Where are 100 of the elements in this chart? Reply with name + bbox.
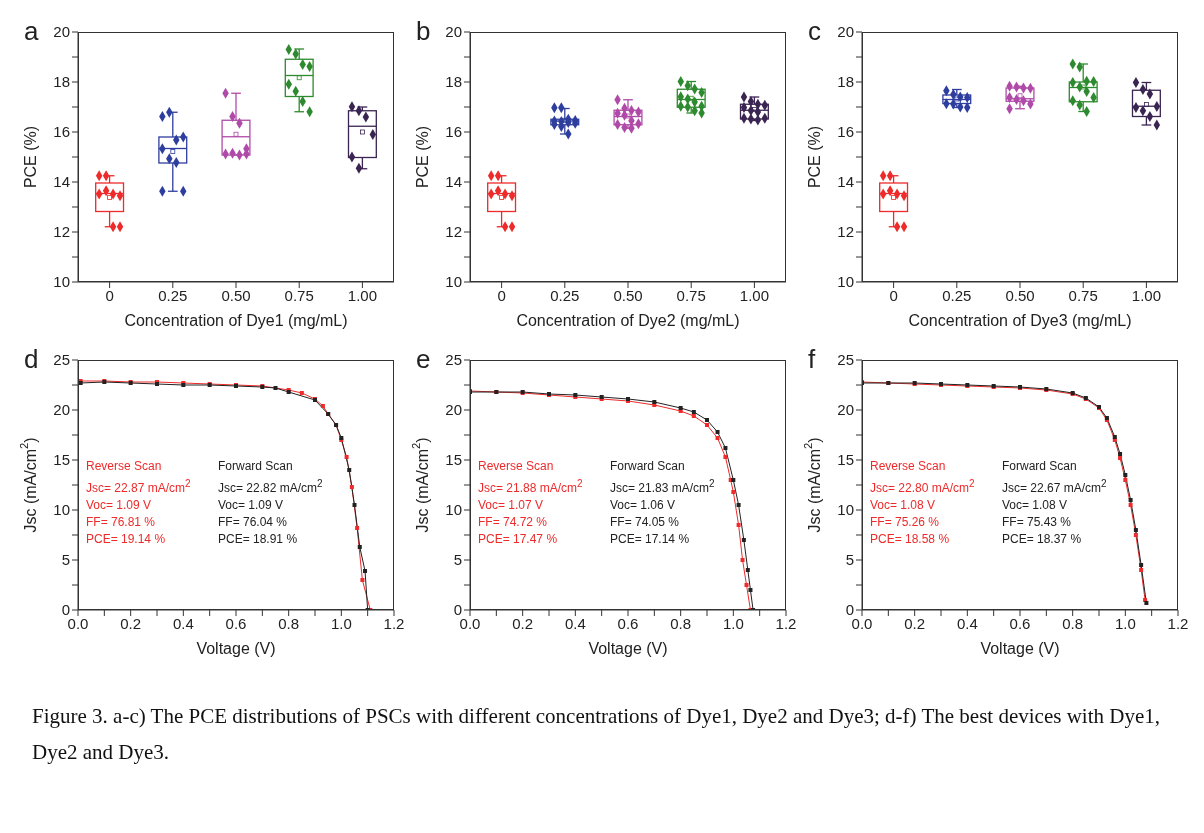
chart-title: b	[416, 16, 431, 46]
x-tick-label: 0.50	[613, 286, 643, 304]
annotation: Voc= 1.07 V	[478, 496, 545, 514]
x-tick-label: 0.75	[284, 286, 314, 304]
y-tick-label: 18	[445, 73, 462, 91]
chart-title: f	[808, 344, 816, 374]
y-tick-label: 10	[837, 273, 854, 291]
x-tick-label: 0.4	[172, 614, 194, 632]
y-axis-title: PCE (%)	[805, 125, 823, 189]
x-tick-label: 1.0	[722, 614, 744, 632]
annotation: Jsc= 22.67 mA/cm$^{2}$	[1002, 476, 1107, 497]
annotation: FF= 76.81 %	[86, 513, 157, 531]
annotation: Voc= 1.09 V	[218, 496, 285, 514]
y-tick-label: 15	[837, 451, 854, 469]
annotation: FF= 74.72 %	[478, 513, 549, 531]
x-tick-label: 1.00	[1131, 286, 1161, 304]
annotation: Jsc= 22.87 mA/cm$^{2}$	[86, 476, 191, 497]
y-tick-label: 5	[845, 551, 854, 569]
y-tick-label: 14	[837, 173, 854, 191]
x-tick-label: 0.8	[1062, 614, 1084, 632]
annotation: Voc= 1.09 V	[86, 496, 153, 514]
annotation: Jsc= 21.88 mA/cm$^{2}$	[478, 476, 583, 497]
x-tick-label: 0.25	[550, 286, 580, 304]
y-tick-label: 10	[53, 501, 70, 519]
y-tick-label: 15	[53, 451, 70, 469]
y-tick-label: 14	[53, 173, 70, 191]
annotation: PCE= 18.58 %	[870, 530, 951, 548]
x-axis-title: Voltage (V)	[196, 640, 276, 657]
x-tick-label: 0.25	[158, 286, 188, 304]
chart-title: e	[416, 344, 431, 374]
x-tick-label: 1.00	[347, 286, 377, 304]
x-tick-label: 0.75	[1068, 286, 1098, 304]
y-tick-label: 25	[837, 351, 854, 369]
text: Reverse Scan	[86, 457, 163, 475]
text: Reverse Scan	[870, 457, 947, 475]
x-tick-label: 0.25	[942, 286, 972, 304]
y-tick-label: 18	[53, 73, 70, 91]
y-tick-label: 10	[837, 501, 854, 519]
x-tick-label: 1.00	[739, 286, 769, 304]
x-tick-label: 0.2	[512, 614, 534, 632]
y-tick-label: 20	[53, 23, 70, 41]
text: Reverse Scan	[478, 457, 555, 475]
chart-title: a	[24, 16, 39, 46]
x-tick-label: 0.6	[1009, 614, 1031, 632]
annotation: PCE= 17.14 %	[610, 530, 691, 548]
x-tick-label: 0.4	[956, 614, 978, 632]
y-tick-label: 0	[845, 601, 854, 619]
y-tick-label: 14	[445, 173, 462, 191]
y-tick-label: 20	[53, 401, 70, 419]
annotation: PCE= 19.14 %	[86, 530, 167, 548]
x-tick-label: 0.50	[221, 286, 251, 304]
y-tick-label: 12	[53, 223, 70, 241]
y-tick-label: 20	[445, 401, 462, 419]
annotation: PCE= 18.91 %	[218, 530, 299, 548]
x-tick-label: 1.2	[1167, 614, 1189, 632]
chart-title: d	[24, 344, 39, 374]
y-tick-label: 10	[53, 273, 70, 291]
annotation: FF= 76.04 %	[218, 513, 289, 531]
y-tick-label: 16	[445, 123, 462, 141]
y-tick-label: 20	[445, 23, 462, 41]
x-axis-title: Concentration of Dye1 (mg/mL)	[124, 312, 348, 329]
y-tick-label: 5	[453, 551, 462, 569]
x-tick-label: 1.0	[1114, 614, 1136, 632]
chart-title: c	[808, 16, 821, 46]
y-tick-label: 5	[61, 551, 70, 569]
x-tick-label: 0.8	[278, 614, 300, 632]
y-tick-label: 16	[837, 123, 854, 141]
y-tick-label: 25	[53, 351, 70, 369]
x-tick-label: 0.6	[617, 614, 639, 632]
x-axis-title: Voltage (V)	[980, 640, 1060, 657]
y-tick-label: 15	[445, 451, 462, 469]
y-tick-label: 0	[61, 601, 70, 619]
x-tick-label: 0.50	[1005, 286, 1035, 304]
x-tick-label: 0.0	[67, 614, 89, 632]
annotation: Jsc= 22.80 mA/cm$^{2}$	[870, 476, 975, 497]
caption: Figure 3. a-c) The PCE distributions of PSCs with different concentrations of Dye1, Dye2 and Dye3; d-f) The best devices with Dye1, Dye2 and Dye3.	[32, 703, 1161, 766]
x-tick-label: 1.2	[775, 614, 797, 632]
y-tick-label: 25	[445, 351, 462, 369]
y-tick-label: 16	[53, 123, 70, 141]
x-tick-label: 0	[889, 286, 898, 304]
x-tick-label: 0.75	[676, 286, 706, 304]
x-axis-title: Concentration of Dye2 (mg/mL)	[516, 312, 740, 329]
annotation: PCE= 18.37 %	[1002, 530, 1083, 548]
x-tick-label: 0.2	[904, 614, 926, 632]
annotation: PCE= 17.47 %	[478, 530, 559, 548]
annotation: FF= 75.43 %	[1002, 513, 1073, 531]
y-tick-label: 20	[837, 401, 854, 419]
x-tick-label: 0.4	[564, 614, 586, 632]
annotation: FF= 75.26 %	[870, 513, 941, 531]
annotation: Jsc= 22.82 mA/cm$^{2}$	[218, 476, 323, 497]
text: Forward Scan	[610, 457, 686, 475]
x-tick-label: 0.2	[120, 614, 142, 632]
y-tick-label: 10	[445, 273, 462, 291]
x-tick-label: 0.6	[225, 614, 247, 632]
y-axis-title: PCE (%)	[413, 125, 431, 189]
annotation: Voc= 1.08 V	[1002, 496, 1069, 514]
y-tick-label: 12	[445, 223, 462, 241]
annotation: FF= 74.05 %	[610, 513, 681, 531]
y-tick-label: 0	[453, 601, 462, 619]
y-tick-label: 12	[837, 223, 854, 241]
